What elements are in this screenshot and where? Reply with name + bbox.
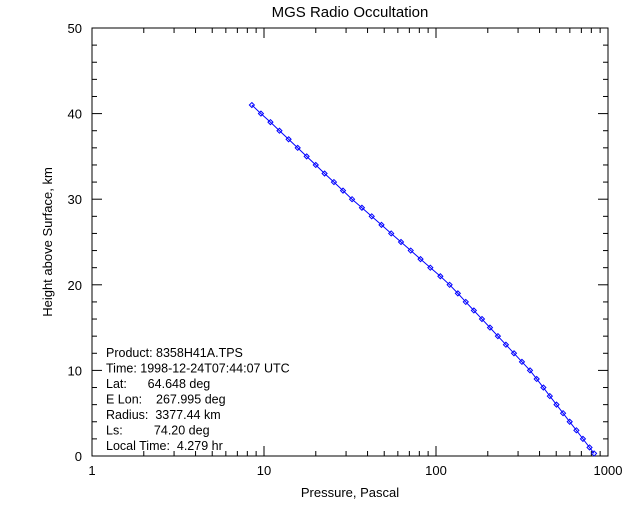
x-tick-label: 1 <box>88 463 95 478</box>
data-point <box>312 161 319 169</box>
annotation-line: Radius: 3377.44 km <box>106 408 221 422</box>
data-point <box>321 170 328 177</box>
y-tick-label: 10 <box>68 363 82 378</box>
data-point <box>590 450 598 457</box>
data-point <box>579 435 587 443</box>
data-point <box>417 255 424 263</box>
data-point <box>502 341 510 348</box>
data-point <box>339 187 347 194</box>
annotation-line: Product: 8358H41A.TPS <box>106 346 243 360</box>
data-point <box>348 195 356 203</box>
y-tick-label: 0 <box>75 449 82 464</box>
data-point <box>566 418 573 425</box>
annotation-line: Lat: 64.648 deg <box>106 377 210 391</box>
series-line <box>251 104 595 454</box>
data-point <box>526 367 534 374</box>
data-point <box>454 290 462 297</box>
data-point <box>267 118 274 126</box>
y-tick-label: 40 <box>68 107 82 122</box>
data-point <box>533 375 540 383</box>
annotation-line: Ls: 74.20 deg <box>106 424 210 438</box>
data-point <box>446 281 453 289</box>
data-point <box>330 178 338 186</box>
data-point <box>478 315 486 323</box>
annotation-line: Time: 1998-12-24T07:44:07 UTC <box>106 362 290 376</box>
data-point <box>294 144 301 152</box>
chart-title: MGS Radio Occultation <box>272 4 429 21</box>
data-point <box>358 204 366 211</box>
data-point <box>397 238 405 246</box>
data-point <box>368 213 375 220</box>
data-point <box>285 136 292 143</box>
y-tick-label: 30 <box>68 192 82 207</box>
x-tick-label: 10 <box>257 463 271 478</box>
data-point <box>494 332 502 340</box>
data-point <box>407 247 414 254</box>
data-point <box>303 153 310 160</box>
data-point <box>276 127 283 134</box>
data-point <box>378 221 385 229</box>
annotation-line: E Lon: 267.995 deg <box>106 393 226 407</box>
data-point <box>553 401 560 408</box>
data-point <box>546 392 554 400</box>
data-point <box>427 264 434 271</box>
data-point <box>437 273 444 280</box>
data-point <box>387 230 395 237</box>
data-point <box>540 384 547 391</box>
data-point <box>257 110 265 117</box>
data-point <box>510 350 518 357</box>
x-tick-label: 1000 <box>594 463 623 478</box>
y-tick-label: 20 <box>68 278 82 293</box>
data-point <box>586 444 593 451</box>
y-axis-label: Height above Surface, km <box>40 167 55 317</box>
y-tick-label: 50 <box>68 21 82 36</box>
data-point <box>518 358 526 366</box>
x-axis-label: Pressure, Pascal <box>301 485 399 500</box>
plot-frame <box>91 27 609 457</box>
data-point <box>248 101 256 109</box>
x-tick-label: 100 <box>425 463 447 478</box>
annotation-line: Local Time: 4.279 hr <box>106 439 223 453</box>
data-point <box>462 298 469 306</box>
data-point <box>559 409 567 417</box>
data-point <box>573 427 580 434</box>
data-point <box>486 324 494 331</box>
data-point <box>470 307 478 314</box>
